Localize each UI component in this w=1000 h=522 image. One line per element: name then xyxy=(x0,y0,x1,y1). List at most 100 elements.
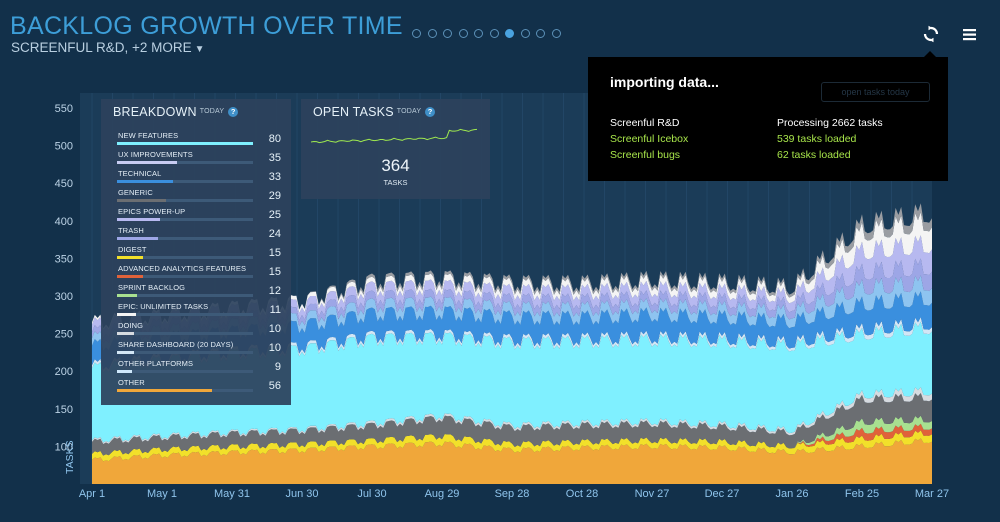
breakdown-value: 11 xyxy=(269,304,281,316)
breakdown-bar-track xyxy=(117,180,253,183)
breakdown-row[interactable]: UX IMPROVEMENTS 35 xyxy=(117,150,283,169)
breakdown-row[interactable]: SHARE DASHBOARD (20 DAYS) 10 xyxy=(117,340,283,359)
breakdown-value: 15 xyxy=(268,266,281,278)
page-dot[interactable] xyxy=(427,29,437,38)
help-icon[interactable]: ? xyxy=(228,107,239,117)
breakdown-value: 10 xyxy=(268,323,281,335)
breakdown-row[interactable]: OTHER PLATFORMS 9 xyxy=(117,359,283,378)
breakdown-row[interactable]: OTHER 56 xyxy=(117,378,283,397)
breakdown-title: BREAKDOWN TODAY? xyxy=(113,105,239,119)
breakdown-row[interactable]: SPRINT BACKLOG 12 xyxy=(117,283,283,302)
breakdown-label: TRASH xyxy=(118,226,144,235)
breakdown-bar-fill xyxy=(117,370,132,373)
breakdown-row[interactable]: NEW FEATURES 80 xyxy=(117,131,283,150)
breakdown-row[interactable]: TRASH 24 xyxy=(117,226,283,245)
source-name: Screenful R&D xyxy=(610,117,680,129)
breakdown-label: EPIC: UNLIMITED TASKS xyxy=(118,302,209,311)
source-status: Processing 2662 tasks xyxy=(777,117,883,129)
refresh-icon[interactable] xyxy=(922,25,940,43)
breakdown-label: GENERIC xyxy=(118,188,153,197)
x-tick-label: Dec 27 xyxy=(705,488,740,500)
breakdown-row[interactable]: EPICS POWER-UP 25 xyxy=(117,207,283,226)
y-tick-label: 400 xyxy=(55,216,73,228)
open-tasks-dropdown[interactable]: open tasks today xyxy=(821,82,930,102)
breakdown-value: 12 xyxy=(268,285,281,297)
x-tick-label: Feb 25 xyxy=(845,488,879,500)
page-dot[interactable] xyxy=(551,29,561,38)
import-panel-pointer xyxy=(924,51,936,57)
breakdown-bar-track xyxy=(117,142,253,145)
breakdown-subtitle: TODAY xyxy=(199,108,225,115)
breakdown-row[interactable]: GENERIC 29 xyxy=(117,188,283,207)
area-series-new-features xyxy=(92,321,932,443)
breakdown-bar-track xyxy=(117,237,253,240)
y-tick-label: 450 xyxy=(55,178,73,190)
breakdown-value: 80 xyxy=(268,133,281,145)
breakdown-bar-fill xyxy=(117,180,173,183)
breakdown-label: DIGEST xyxy=(118,245,147,254)
y-tick-label: 550 xyxy=(55,103,73,115)
area-series-epics-power-up xyxy=(92,235,932,338)
breakdown-value: 24 xyxy=(268,228,281,240)
area-series-generic xyxy=(92,393,932,456)
area-series-technical xyxy=(92,291,932,370)
y-tick-label: 350 xyxy=(55,253,73,265)
breakdown-row[interactable]: DIGEST 15 xyxy=(117,245,283,264)
project-selector[interactable]: SCREENFUL R&D, +2 MORE ▼ xyxy=(11,40,205,55)
x-tick-label: May 31 xyxy=(214,488,250,500)
breakdown-row[interactable]: EPIC: UNLIMITED TASKS 11 xyxy=(117,302,283,321)
y-tick-label: 100 xyxy=(55,441,73,453)
breakdown-label: UX IMPROVEMENTS xyxy=(118,150,193,159)
area-series-digest xyxy=(92,430,932,462)
y-tick-label: 200 xyxy=(55,366,73,378)
breakdown-bar-track xyxy=(117,332,253,335)
breakdown-bar-fill xyxy=(117,218,160,221)
breakdown-bar-fill xyxy=(117,389,212,392)
x-tick-label: Aug 29 xyxy=(425,488,460,500)
source-status: 539 tasks loaded xyxy=(777,133,857,145)
source-name: Screenful bugs xyxy=(610,149,681,161)
page-dot[interactable] xyxy=(458,29,468,38)
page-dot[interactable] xyxy=(412,29,421,38)
filter-icon[interactable]: ▼ xyxy=(194,44,205,55)
breakdown-value: 10 xyxy=(268,342,281,354)
open-tasks-value: 364 xyxy=(381,156,410,175)
x-tick-label: Jul 30 xyxy=(357,488,386,500)
y-tick-label: 150 xyxy=(55,404,73,416)
breakdown-row[interactable]: ADVANCED ANALYTICS FEATURES 15 xyxy=(117,264,283,283)
breakdown-value: 9 xyxy=(274,361,281,373)
page-dot[interactable] xyxy=(443,29,452,38)
page-title: BACKLOG GROWTH OVER TIME xyxy=(10,12,403,40)
breakdown-bar-track xyxy=(117,161,253,164)
breakdown-label: DOING xyxy=(118,321,144,330)
breakdown-value: 56 xyxy=(268,380,281,392)
open-tasks-sparkline xyxy=(311,128,477,144)
x-tick-label: Sep 28 xyxy=(495,488,530,500)
area-series-trash xyxy=(92,258,932,344)
y-axis-label: TASKS xyxy=(64,440,76,474)
breakdown-bar-fill xyxy=(117,142,253,145)
breakdown-bar-track xyxy=(117,294,253,297)
open-tasks-subtitle: TODAY xyxy=(396,108,422,115)
breakdown-bar-track xyxy=(117,218,253,221)
x-tick-label: Jun 30 xyxy=(285,488,318,500)
breakdown-row[interactable]: DOING 10 xyxy=(117,321,283,340)
breakdown-title-text: BREAKDOWN xyxy=(113,105,197,119)
breakdown-label: ADVANCED ANALYTICS FEATURES xyxy=(118,264,247,273)
breakdown-bar-fill xyxy=(117,237,158,240)
page-dot[interactable] xyxy=(489,29,499,38)
page-dot[interactable] xyxy=(536,29,545,38)
page-dot[interactable] xyxy=(474,29,483,38)
page-dot[interactable] xyxy=(520,29,530,38)
breakdown-bar-fill xyxy=(117,351,134,354)
breakdown-bar-fill xyxy=(117,256,143,259)
breakdown-bar-fill xyxy=(117,332,134,335)
breakdown-bar-track xyxy=(117,370,253,373)
x-tick-label: Oct 28 xyxy=(566,488,598,500)
breakdown-bar-fill xyxy=(117,199,166,202)
hamburger-menu-icon[interactable] xyxy=(963,28,976,41)
page-dot[interactable] xyxy=(505,29,514,38)
help-icon[interactable]: ? xyxy=(425,107,436,117)
breakdown-row[interactable]: TECHNICAL 33 xyxy=(117,169,283,188)
x-tick-label: Jan 26 xyxy=(775,488,808,500)
